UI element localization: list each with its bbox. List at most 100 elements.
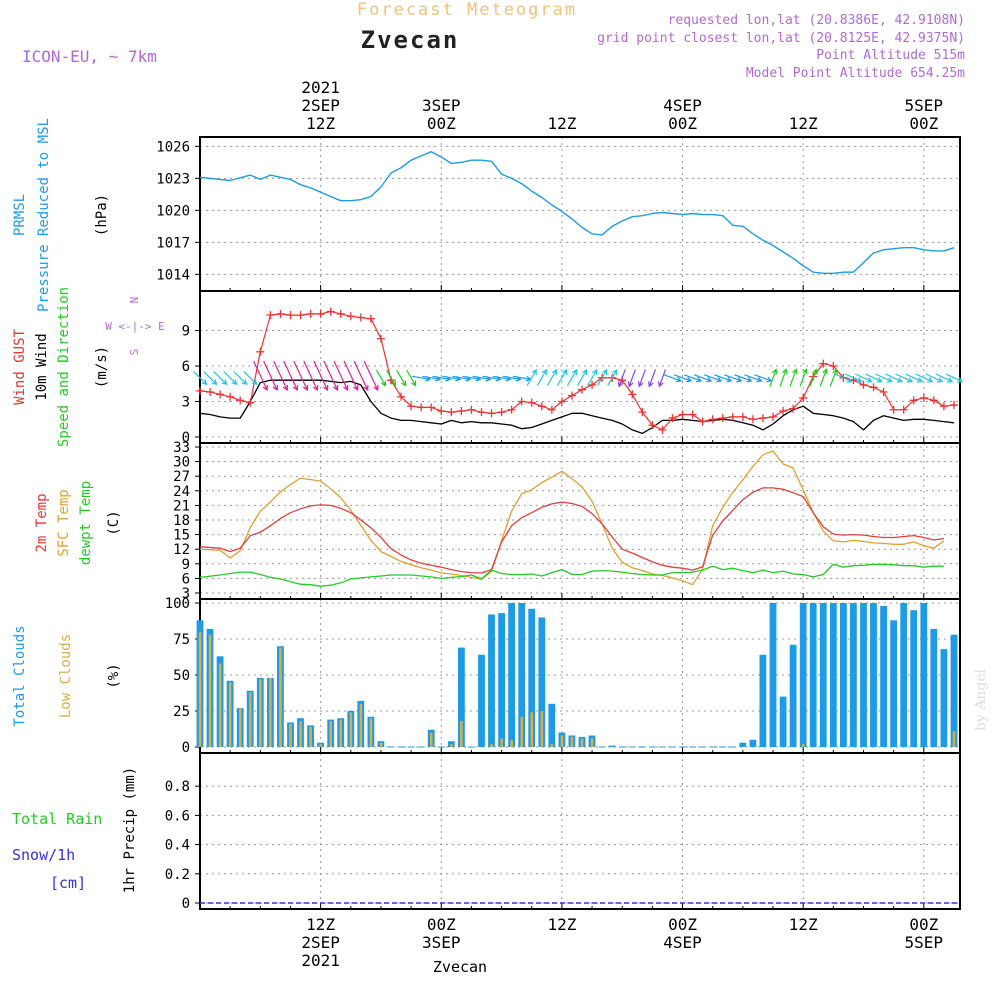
- wind-direction-arrow: [819, 368, 828, 387]
- low-clouds-bar: [329, 721, 332, 747]
- total-clouds-bar: [829, 603, 837, 747]
- wind-gust-marker: [769, 412, 778, 421]
- total-clouds-bar: [840, 603, 847, 747]
- top-time-label: 5SEP: [905, 96, 944, 115]
- prmsl-label: PRMSL: [12, 194, 28, 236]
- y-tick-label: 100: [165, 596, 190, 612]
- pressure-panel: 1014 1017 1020 1023 1026: [156, 136, 961, 292]
- y-tick-label: 33: [173, 440, 190, 456]
- total-clouds-bar: [739, 742, 747, 747]
- wind-gust-marker: [266, 311, 275, 320]
- total-clouds-bar: [548, 703, 556, 747]
- temp-panel-labels: 2m Temp SFC Temp dewpt Temp (C): [34, 481, 122, 565]
- total-clouds-bar: [769, 603, 777, 747]
- top-time-label: 00Z: [668, 114, 697, 133]
- pressure-frame: [199, 136, 961, 292]
- wind-10m-label: 10m Wind: [34, 333, 50, 400]
- wind-direction-arrow: [263, 360, 279, 392]
- model-altitude: Model Point Altitude 654.25m: [746, 66, 965, 81]
- total-clouds-bar: [940, 649, 948, 747]
- wind-direction-arrow: [663, 374, 683, 383]
- y-tick-label: 0.4: [165, 838, 190, 854]
- wind-gust-marker: [276, 309, 285, 318]
- wind-direction-arrow: [323, 360, 339, 392]
- wind-gust-marker: [547, 405, 556, 414]
- wind-gust-marker: [306, 309, 315, 318]
- y-tick-label: 0: [182, 430, 190, 446]
- top-time-label: 2SEP: [301, 96, 340, 115]
- wind-direction-arrow: [396, 369, 407, 387]
- top-time-label: 2021: [301, 78, 340, 97]
- total-clouds-bar: [890, 620, 897, 747]
- wind-gust-marker: [196, 386, 204, 395]
- low-clouds-bar: [952, 731, 956, 747]
- top-time-label: 3SEP: [422, 96, 461, 115]
- bottom-time-label: 12Z: [306, 915, 335, 934]
- precip-panel-labels: Total Rain Snow/1h [cm] 1hr Precip (mm): [12, 767, 138, 893]
- wind-direction-arrow: [744, 374, 763, 383]
- snow-unit-label: [cm]: [50, 874, 86, 892]
- wind-direction-arrow: [769, 368, 778, 387]
- bottom-time-label: 00Z: [668, 915, 697, 934]
- wind-gust-marker: [397, 392, 406, 401]
- total-clouds-bar: [819, 603, 827, 747]
- compass-n: N: [128, 297, 141, 304]
- wind-gust-label: Wind GUST: [12, 329, 28, 405]
- wind-gust-marker: [708, 415, 717, 424]
- wind-gust-marker: [909, 396, 918, 405]
- wind-gust-marker: [899, 405, 908, 414]
- total-clouds-bar: [870, 603, 877, 747]
- y-tick-label: 6: [182, 359, 190, 375]
- wind-direction-arrow: [617, 369, 626, 388]
- snow-label: Snow/1h: [12, 846, 75, 864]
- temp-dewpt-label: dewpt Temp: [78, 481, 94, 565]
- y-tick-label: 21: [173, 498, 190, 514]
- wind-gust-marker: [779, 406, 788, 415]
- wind-gust-marker: [748, 415, 757, 424]
- top-time-label: 4SEP: [663, 96, 702, 115]
- bottom-time-label: 4SEP: [663, 933, 702, 952]
- wind-gust-marker: [236, 396, 245, 405]
- wind-direction-arrow: [789, 368, 798, 387]
- y-tick-label: 9: [182, 324, 190, 340]
- y-tick-label: 0: [182, 740, 190, 756]
- y-tick-label: 1017: [156, 235, 190, 251]
- wind-gust-marker: [557, 397, 566, 406]
- wind-gust-marker: [758, 414, 767, 423]
- wind-direction-arrow: [875, 373, 893, 383]
- low-clouds-bar: [801, 744, 805, 747]
- wind-gust-marker: [376, 334, 385, 343]
- wind-direction-arrow: [925, 373, 944, 383]
- wind-direction-arrow: [648, 369, 657, 388]
- wind-gust-marker: [256, 347, 265, 356]
- wind-gust-marker: [829, 362, 838, 370]
- temp-sfc-label: SFC Temp: [56, 489, 72, 556]
- pressure-panel-labels: PRMSL Pressure Reduced to MSL (hPa): [12, 118, 110, 312]
- wind-direction-arrow: [905, 373, 924, 383]
- watermark: by Angel: [973, 668, 989, 731]
- total-clouds-bar: [920, 603, 928, 747]
- wind-direction-arrow: [845, 373, 863, 383]
- top-time-label: 00Z: [427, 114, 456, 133]
- wind-gust-marker: [698, 417, 707, 426]
- low-clouds-bar: [249, 692, 252, 747]
- low-clouds-bar: [460, 721, 463, 747]
- top-time-label: 12Z: [789, 114, 818, 133]
- low-clouds-bar: [369, 718, 373, 747]
- wind-gust-marker: [799, 393, 808, 402]
- wind-direction-arrow: [333, 360, 349, 392]
- total-clouds-bar: [779, 696, 787, 747]
- wind-direction-arrow: [754, 374, 773, 383]
- wind-gust-marker: [427, 403, 436, 412]
- y-tick-label: 0.6: [165, 808, 190, 824]
- prmsl-desc-label: Pressure Reduced to MSL: [36, 118, 52, 312]
- wind-gust-marker: [718, 414, 727, 423]
- wind-gust-marker: [316, 309, 325, 318]
- dewpt-series-line: [199, 563, 944, 587]
- y-tick-label: 24: [173, 484, 190, 500]
- wind-gust-marker: [819, 359, 828, 368]
- wind-gust-marker: [658, 425, 667, 434]
- wind-direction-arrow: [658, 369, 667, 388]
